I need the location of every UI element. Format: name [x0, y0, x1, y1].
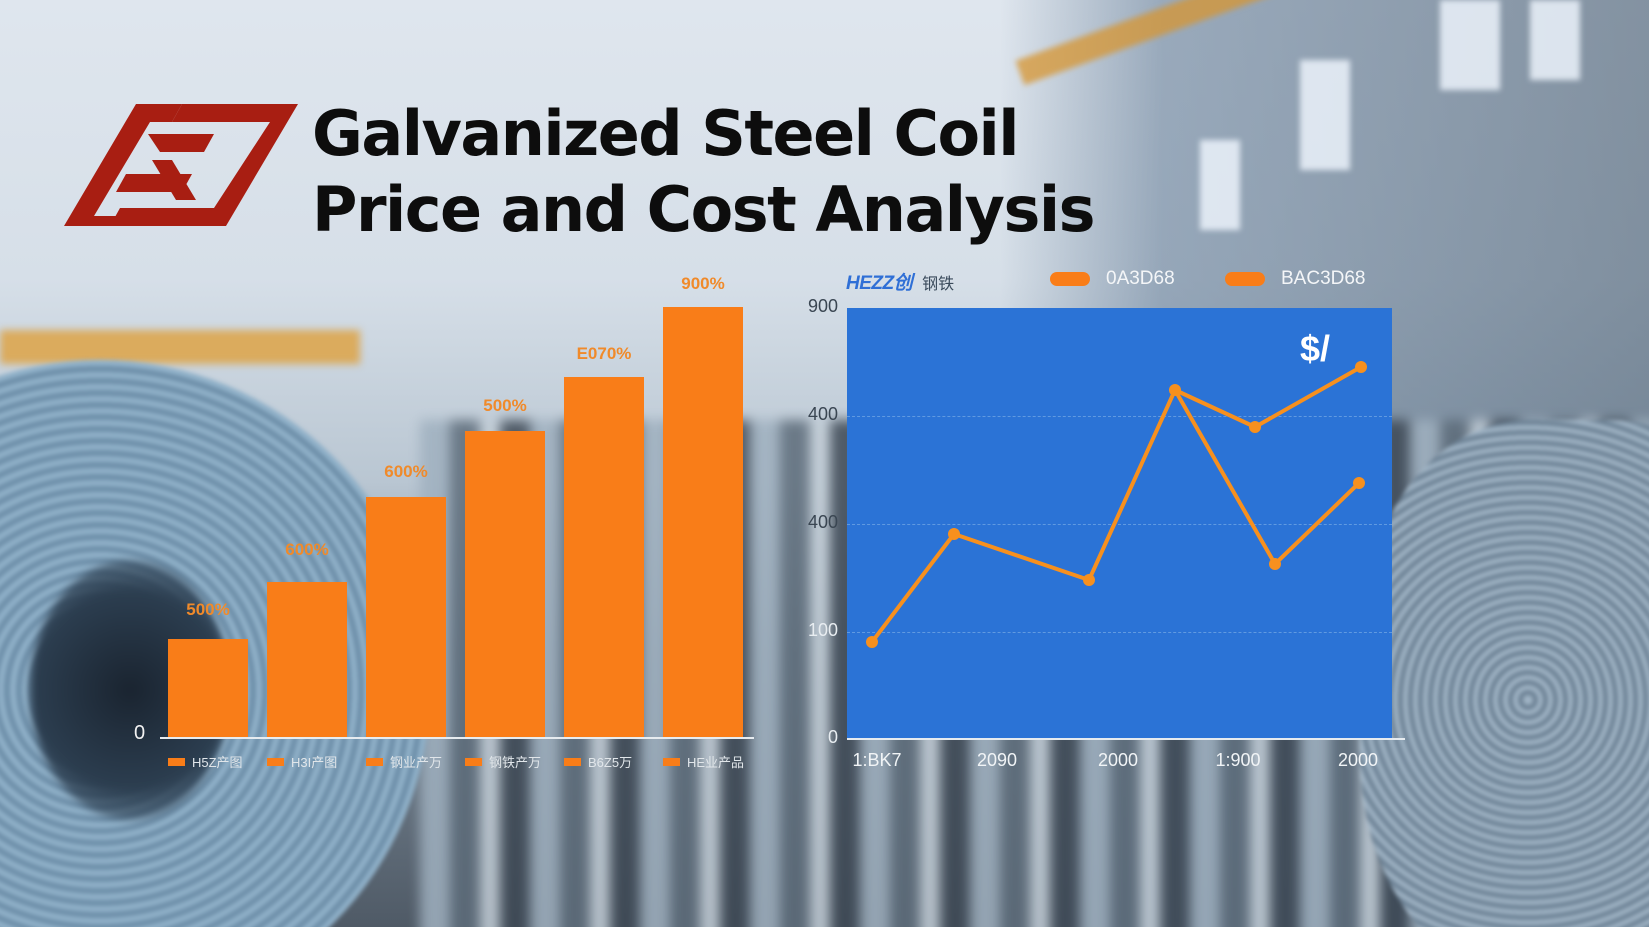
legend-item-series-1: 0A3D68 [1050, 268, 1175, 290]
legend-item: HE业产品 [663, 752, 762, 771]
legend-swatch [267, 757, 284, 766]
background-window [1200, 140, 1240, 230]
legend-item-series-2: BAC3D68 [1225, 268, 1366, 290]
x-axis-line [160, 737, 754, 739]
background-steel-coil-right [1360, 420, 1649, 927]
bar-value-label: 600% [384, 462, 428, 481]
gridline [847, 416, 1392, 417]
y-tick-label: 400 [807, 404, 838, 424]
brand-name: HEZZ创 [846, 273, 913, 294]
bar-6 [663, 307, 743, 737]
bar-value-label: 900% [681, 274, 725, 293]
bar-value-label: 600% [285, 540, 329, 559]
page-title: Galvanized Steel Coil Price and Cost Ana… [312, 96, 1096, 248]
gridline [847, 524, 1392, 525]
y-axis-zero-label: 0 [134, 722, 146, 744]
bar-value-label: 500% [483, 396, 527, 415]
brand-subtitle: 钢铁 [922, 275, 955, 293]
bar-chart: 0 500% 600% 600% 500% E070% 900% H5Z产图 H… [120, 260, 760, 780]
legend-swatch [1050, 272, 1090, 286]
x-axis-line [847, 738, 1405, 740]
x-tick-label: 1:BK7 [852, 750, 902, 770]
line-chart: HEZZ创 钢铁 0A3D68 BAC3D68 900 400 400 100 … [780, 260, 1405, 780]
y-tick-label: 0 [827, 727, 838, 747]
legend-swatch [465, 757, 482, 766]
legend-swatch [663, 757, 680, 766]
unit-annotation: $/ [1299, 328, 1330, 369]
x-tick-label: 2090 [976, 750, 1018, 770]
background-window [1300, 60, 1350, 170]
legend-item: 钢业产万 [366, 752, 465, 771]
bar-value-label: E070% [576, 344, 632, 363]
bar-3 [366, 497, 446, 737]
legend-swatch [564, 757, 581, 766]
bar-chart-legend: H5Z产图 H3I产图 钢业产万 钢铁产万 B6Z5万 HE业产品 [168, 752, 762, 771]
line-chart-brand: HEZZ创 钢铁 [846, 268, 954, 295]
bar-value-label: 500% [186, 600, 230, 619]
x-tick-label: 2000 [1337, 750, 1379, 770]
legend-swatch [366, 757, 383, 766]
background-crane [0, 330, 360, 364]
title-line-2: Price and Cost Analysis [312, 173, 1096, 246]
bar-1 [168, 639, 248, 737]
x-tick-label: 1:900 [1215, 750, 1261, 770]
legend-item: H5Z产图 [168, 752, 267, 771]
bar-2 [267, 582, 347, 737]
bar-4 [465, 431, 545, 737]
legend-swatch [1225, 272, 1265, 286]
plot-area: $/ [847, 308, 1392, 738]
background-window [1440, 0, 1500, 90]
legend-item: 钢铁产万 [465, 752, 564, 771]
title-line-1: Galvanized Steel Coil [312, 97, 1020, 170]
brand-logo-icon [64, 104, 298, 228]
y-tick-label: 400 [807, 512, 838, 532]
background-window [1530, 0, 1580, 80]
legend-item: H3I产图 [267, 752, 366, 771]
legend-item: B6Z5万 [564, 752, 663, 771]
gridline [847, 632, 1392, 633]
x-tick-label: 2000 [1097, 750, 1139, 770]
y-tick-label: 100 [807, 620, 838, 640]
bar-5 [564, 377, 644, 737]
y-tick-label: 900 [807, 296, 838, 316]
legend-swatch [168, 757, 185, 766]
line-series-svg [866, 361, 1367, 648]
